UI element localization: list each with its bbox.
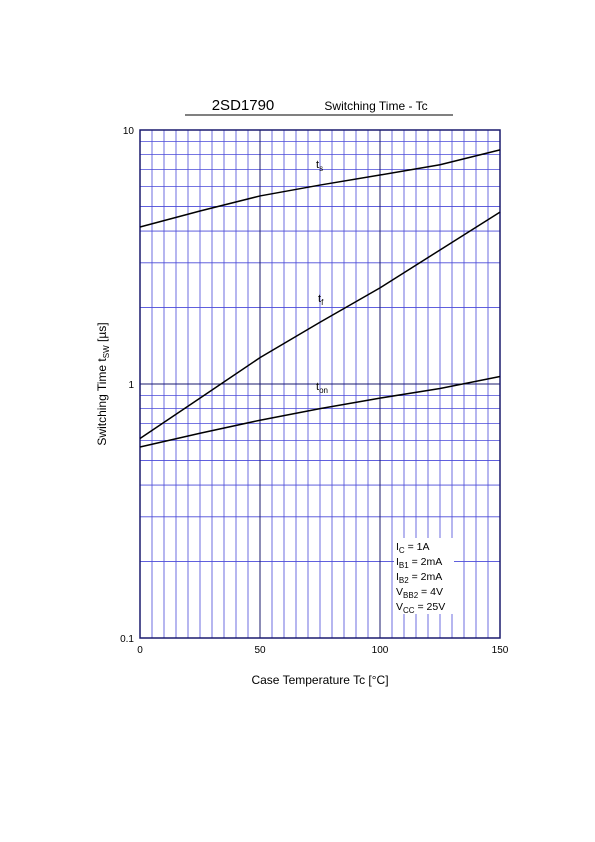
condition: VBB2 = 4V [396,586,443,600]
chart-title: 2SD1790 [212,97,275,114]
condition-sub: B2 [399,576,409,585]
condition-sub: C [399,546,405,555]
y-label-sub: SW [102,345,111,358]
line-series [139,149,501,228]
x-axis-label: Case Temperature Tc [°C] [251,673,388,687]
conditions-box [394,538,454,614]
x-tick-label: 150 [492,645,509,656]
line-series [139,375,501,448]
condition-text: V [396,601,403,613]
series-label-text: t [316,159,319,171]
y-label-rest: [µs] [95,322,109,345]
series-label-text: t [318,293,321,305]
y-axis-label: Switching Time tSW [µs] [95,322,111,445]
series-label: ts [316,159,323,173]
series-label-text: t [316,381,319,393]
series-label: tf [318,293,324,307]
condition: VCC = 25V [396,601,445,615]
series-label-sub: f [321,298,324,307]
condition-rest: = 4V [418,586,443,598]
series-label-sub: on [319,386,328,395]
condition: IB1 = 2mA [396,556,442,570]
condition-rest: = 2mA [409,571,443,583]
condition-text: I [396,571,399,583]
series-label: ton [316,381,328,395]
y-tick-label: 0.1 [120,634,134,645]
line-series [139,211,501,440]
condition-sub: B1 [399,561,409,570]
y-tick-label: 1 [128,380,134,391]
x-tick-label: 50 [254,645,266,656]
condition-text: V [396,586,403,598]
y-tick-label: 10 [123,126,135,137]
condition-text: I [396,556,399,568]
x-tick-label: 100 [372,645,389,656]
condition: IB2 = 2mA [396,571,442,585]
condition-rest: = 1A [405,541,430,553]
plot-frame [139,129,501,639]
series-label-sub: s [319,164,323,173]
condition-rest: = 2mA [409,556,443,568]
condition: IC = 1A [396,541,430,555]
x-tick-label: 0 [137,645,143,656]
condition-sub: BB2 [403,591,419,600]
condition-sub: CC [403,606,415,615]
y-label-text: Switching Time t [95,358,109,446]
condition-text: I [396,541,399,553]
condition-rest: = 25V [415,601,446,613]
chart-subtitle: Switching Time - Tc [324,99,427,113]
